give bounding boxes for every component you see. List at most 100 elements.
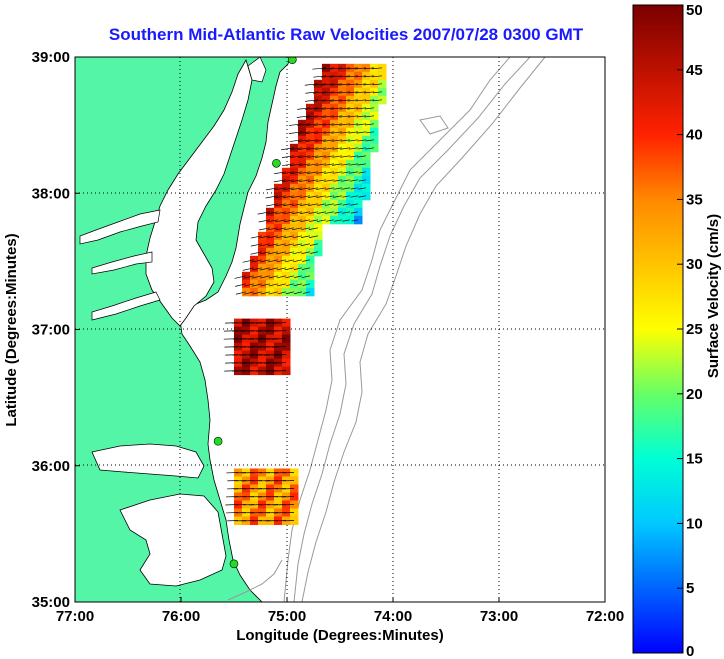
velocity-arrow bbox=[356, 107, 367, 110]
velocity-cell bbox=[306, 271, 315, 281]
velocity-arrow bbox=[298, 155, 311, 158]
velocity-cell bbox=[290, 500, 299, 509]
velocity-arrow bbox=[272, 330, 287, 332]
velocity-cell bbox=[258, 271, 267, 281]
velocity-arrow bbox=[298, 139, 311, 142]
velocity-arrow bbox=[356, 131, 367, 134]
velocity-arrow bbox=[357, 155, 367, 158]
velocity-arrow bbox=[347, 107, 359, 110]
velocity-arrow bbox=[277, 267, 287, 271]
velocity-cell bbox=[282, 175, 291, 185]
velocity-cell bbox=[298, 207, 307, 217]
velocity-cell bbox=[322, 199, 331, 209]
velocity-arrow bbox=[322, 107, 335, 110]
velocity-arrow bbox=[307, 195, 319, 198]
velocity-arrow bbox=[283, 227, 295, 231]
velocity-arrow bbox=[322, 99, 335, 102]
velocity-cell bbox=[314, 127, 323, 137]
velocity-cell bbox=[354, 215, 363, 225]
velocity-cell bbox=[314, 135, 323, 145]
velocity-arrow bbox=[313, 75, 327, 78]
velocity-arrow bbox=[251, 283, 263, 287]
colorbar-tick-label: 40 bbox=[686, 127, 703, 144]
velocity-cell bbox=[290, 279, 299, 289]
velocity-cell bbox=[322, 127, 331, 137]
velocity-arrow bbox=[365, 131, 375, 134]
velocity-cell bbox=[266, 215, 275, 225]
velocity-cell bbox=[274, 183, 283, 193]
x-tick-label: 74:00 bbox=[374, 608, 412, 625]
velocity-cell bbox=[346, 103, 355, 113]
velocity-arrow bbox=[273, 179, 287, 183]
velocity-arrow bbox=[259, 275, 271, 279]
velocity-arrow bbox=[235, 291, 247, 295]
velocity-cell bbox=[346, 127, 355, 137]
velocity-arrow bbox=[301, 235, 311, 238]
velocity-cell bbox=[266, 255, 275, 265]
velocity-cell bbox=[290, 199, 299, 209]
velocity-arrow bbox=[341, 187, 351, 190]
velocity-arrow bbox=[321, 91, 335, 94]
velocity-arrow bbox=[302, 259, 311, 262]
velocity-arrow bbox=[250, 235, 263, 239]
velocity-cell bbox=[354, 127, 363, 137]
velocity-arrow bbox=[355, 99, 367, 102]
velocity-cell bbox=[314, 151, 323, 161]
velocity-arrow bbox=[273, 187, 287, 191]
velocity-arrow bbox=[364, 115, 375, 118]
velocity-cell bbox=[274, 279, 283, 289]
velocity-cell bbox=[354, 159, 363, 169]
velocity-arrow bbox=[258, 243, 271, 247]
velocity-arrow bbox=[350, 211, 359, 214]
velocity-arrow bbox=[283, 211, 295, 215]
velocity-arrow bbox=[329, 67, 343, 70]
velocity-cell bbox=[322, 135, 331, 145]
velocity-cell bbox=[314, 183, 323, 193]
velocity-arrow bbox=[348, 139, 359, 142]
velocity-cell bbox=[242, 287, 251, 297]
velocity-arrow bbox=[273, 362, 287, 364]
velocity-cell bbox=[258, 255, 267, 265]
velocity-cell bbox=[266, 279, 275, 289]
x-tick-label: 73:00 bbox=[480, 608, 518, 625]
velocity-arrow bbox=[333, 203, 343, 206]
velocity-arrow bbox=[306, 163, 319, 166]
velocity-cell bbox=[338, 95, 347, 105]
velocity-cell bbox=[322, 111, 331, 121]
velocity-arrow bbox=[314, 155, 327, 158]
velocity-arrow bbox=[292, 211, 303, 214]
velocity-arrow bbox=[333, 187, 343, 190]
velocity-arrow bbox=[364, 107, 375, 110]
rappahannock-river bbox=[91, 251, 153, 275]
velocity-arrow bbox=[312, 67, 327, 70]
velocity-arrow bbox=[275, 227, 287, 231]
colorbar-tick-label: 15 bbox=[686, 451, 703, 468]
velocity-arrow bbox=[341, 179, 351, 182]
velocity-arrow bbox=[365, 139, 375, 142]
velocity-arrow bbox=[326, 219, 335, 222]
velocity-cell bbox=[274, 223, 283, 233]
velocity-arrow bbox=[286, 283, 295, 287]
velocity-cell bbox=[322, 63, 331, 73]
velocity-arrow bbox=[317, 203, 327, 206]
velocity-arrow bbox=[243, 283, 255, 287]
velocity-cell bbox=[290, 223, 299, 233]
velocity-arrow bbox=[274, 219, 287, 223]
x-tick-labels: 77:00 76:00 75:00 74:00 73:00 72:00 bbox=[56, 597, 624, 625]
velocity-arrow bbox=[285, 291, 295, 295]
velocity-cell bbox=[282, 326, 291, 336]
y-tick-label: 38:00 bbox=[32, 185, 70, 202]
velocity-cell bbox=[298, 247, 307, 257]
velocity-cell bbox=[306, 215, 315, 225]
velocity-cell bbox=[330, 63, 339, 73]
velocity-cell bbox=[322, 79, 331, 89]
velocity-cell bbox=[274, 231, 283, 241]
velocity-arrow bbox=[282, 163, 295, 167]
y-tick-label: 37:00 bbox=[32, 322, 70, 339]
velocity-cell bbox=[338, 183, 347, 193]
x-tick-label: 72:00 bbox=[586, 608, 624, 625]
velocity-arrow bbox=[340, 147, 351, 150]
velocity-cell bbox=[258, 279, 267, 289]
velocity-cell bbox=[314, 231, 323, 241]
velocity-arrow bbox=[332, 163, 343, 166]
